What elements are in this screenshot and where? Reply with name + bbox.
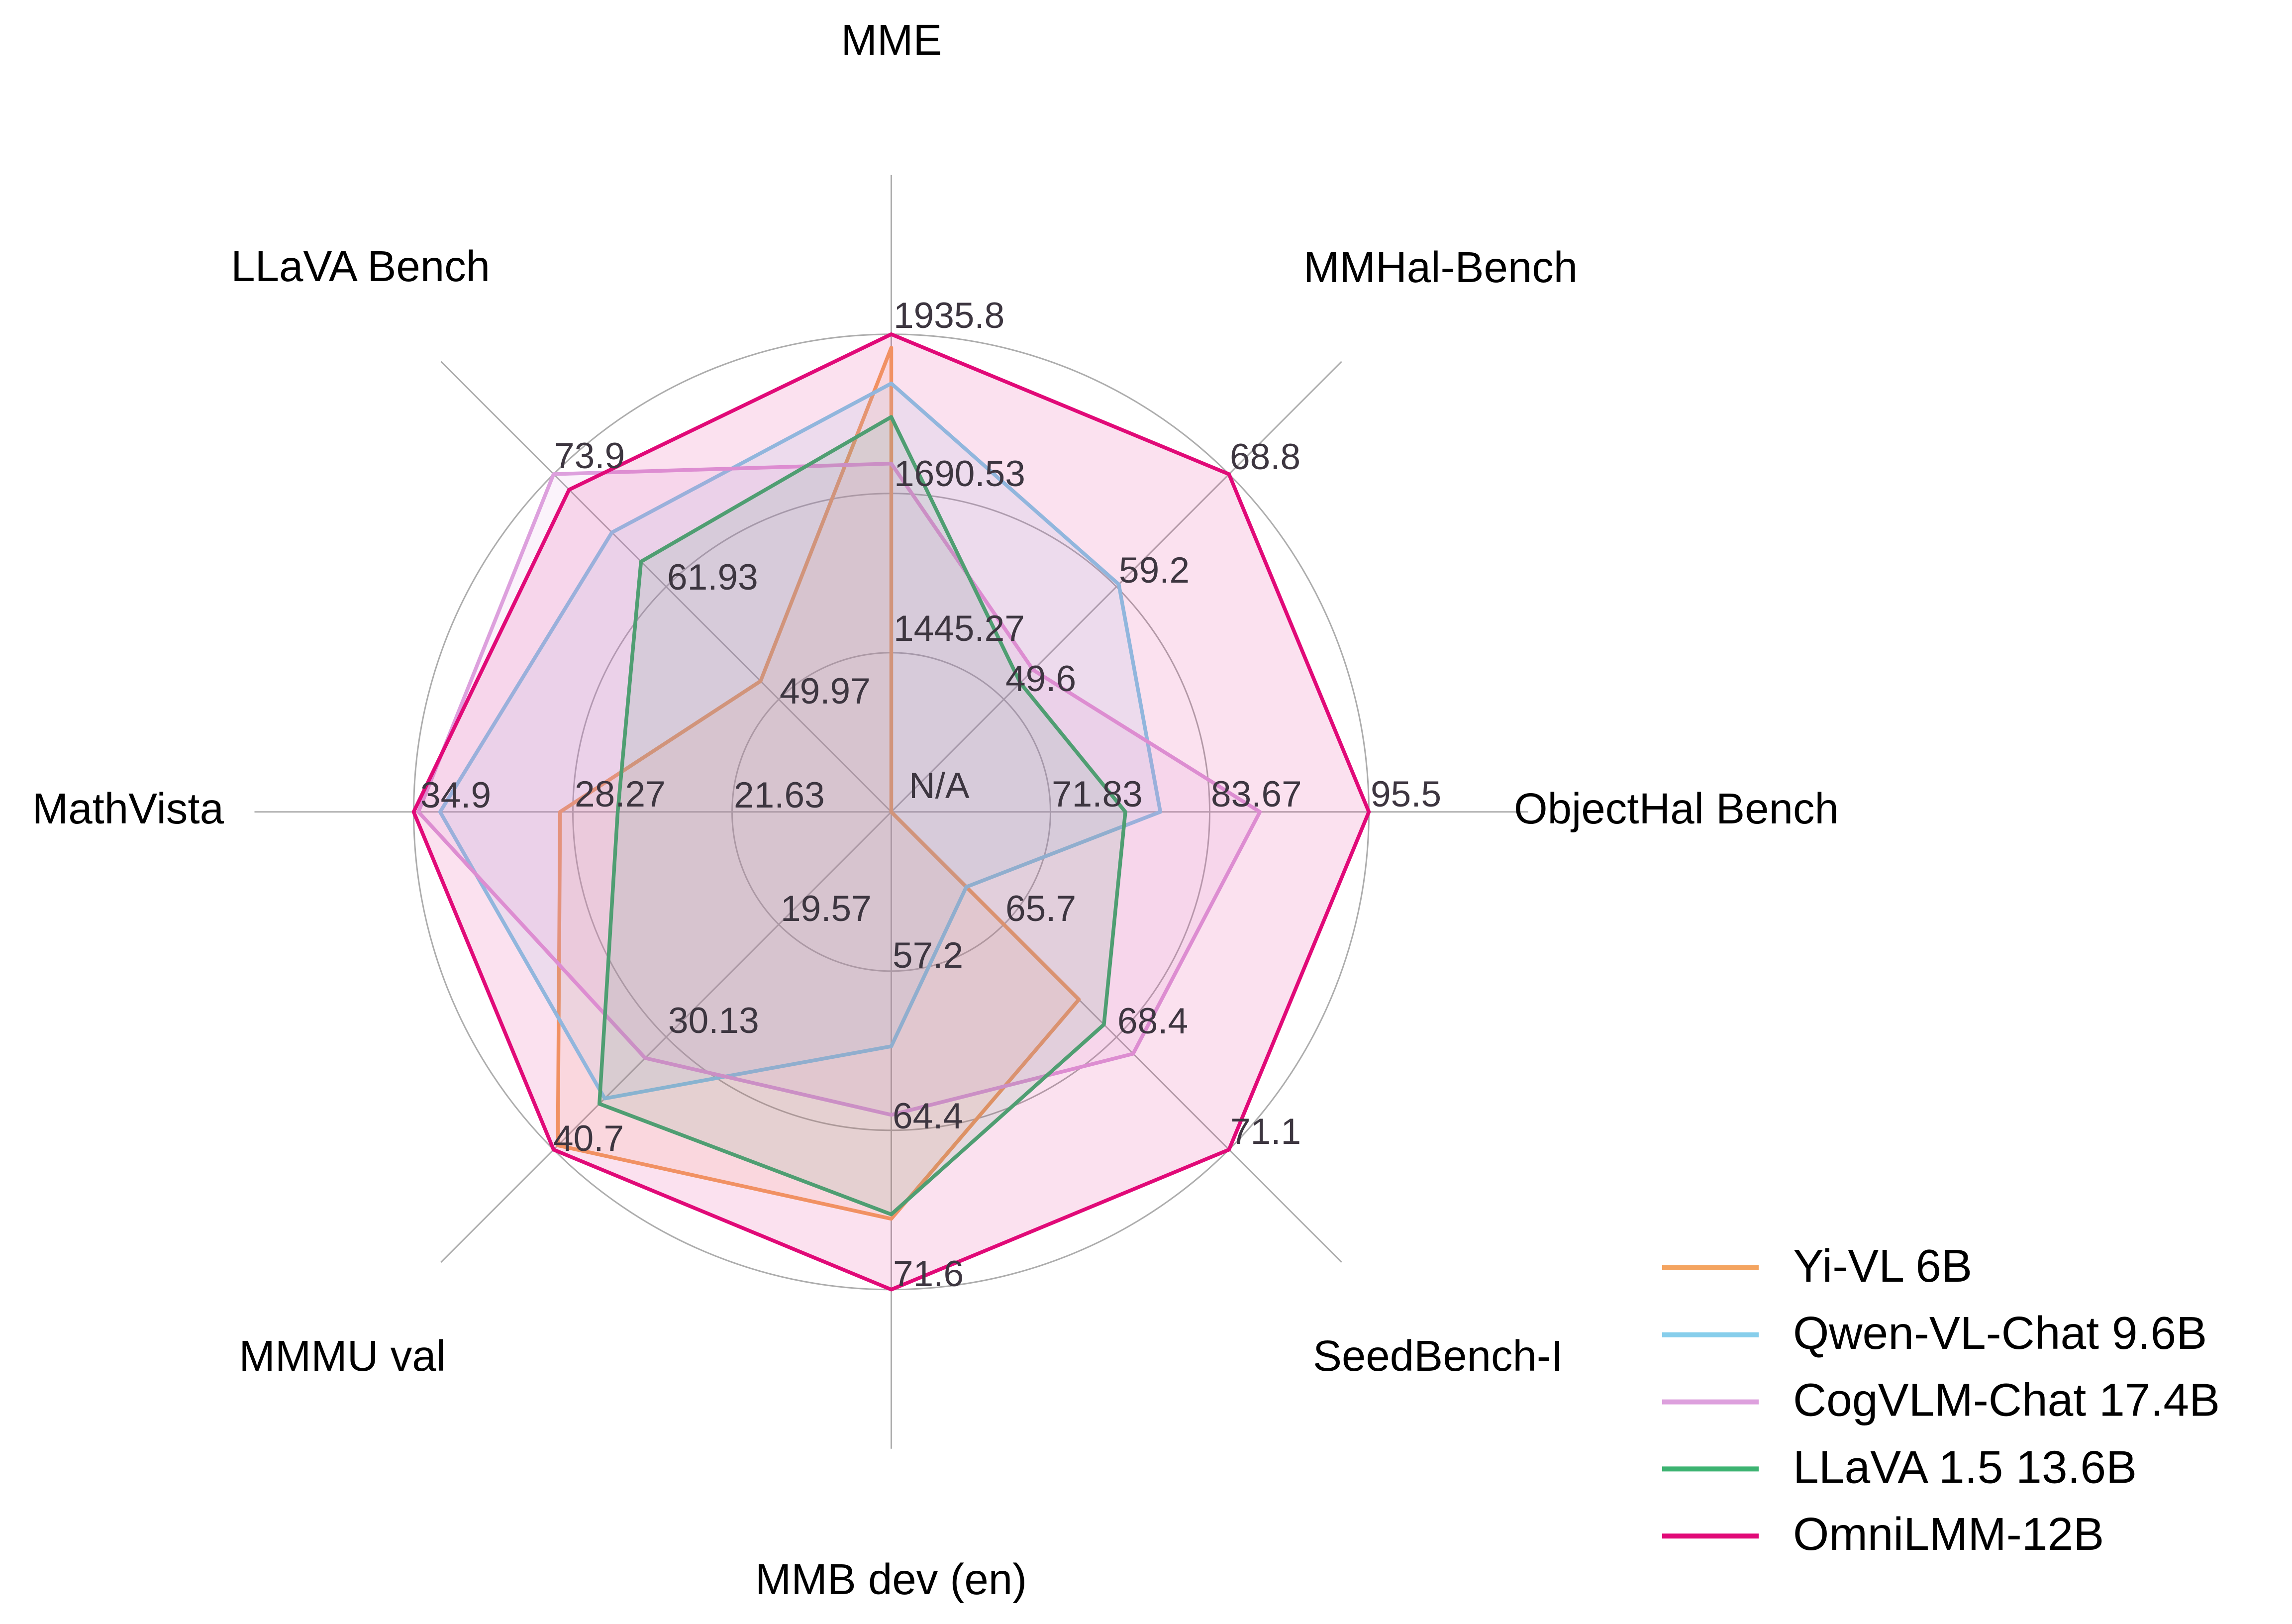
svg-text:71.6: 71.6 — [893, 1254, 964, 1294]
svg-text:40.7: 40.7 — [553, 1118, 624, 1159]
svg-text:MMB dev (en): MMB dev (en) — [755, 1555, 1027, 1604]
svg-text:N/A: N/A — [909, 766, 970, 806]
svg-text:59.2: 59.2 — [1119, 550, 1190, 591]
svg-text:MMHal-Bench: MMHal-Bench — [1303, 243, 1578, 292]
svg-text:1690.53: 1690.53 — [894, 454, 1025, 494]
svg-text:28.27: 28.27 — [575, 774, 666, 814]
svg-text:MathVista: MathVista — [32, 785, 224, 833]
svg-text:OmniLMM-12B: OmniLMM-12B — [1793, 1508, 2104, 1560]
svg-text:61.93: 61.93 — [667, 557, 758, 598]
svg-text:65.7: 65.7 — [1005, 889, 1076, 929]
svg-text:71.83: 71.83 — [1052, 774, 1143, 814]
svg-text:LLaVA Bench: LLaVA Bench — [231, 242, 490, 291]
svg-text:30.13: 30.13 — [668, 1001, 759, 1041]
svg-text:71.1: 71.1 — [1230, 1112, 1301, 1152]
svg-text:68.8: 68.8 — [1230, 437, 1300, 477]
svg-text:95.5: 95.5 — [1371, 774, 1441, 814]
svg-text:MMMU val: MMMU val — [239, 1332, 446, 1380]
svg-text:MME: MME — [841, 16, 942, 64]
svg-text:1935.8: 1935.8 — [894, 296, 1004, 336]
svg-text:SeedBench-I: SeedBench-I — [1313, 1332, 1563, 1380]
svg-text:1445.27: 1445.27 — [894, 609, 1025, 649]
svg-text:21.63: 21.63 — [734, 775, 825, 815]
svg-text:19.57: 19.57 — [781, 889, 872, 929]
svg-text:83.67: 83.67 — [1211, 774, 1302, 814]
svg-text:Qwen-VL-Chat 9.6B: Qwen-VL-Chat 9.6B — [1793, 1307, 2207, 1359]
svg-text:73.9: 73.9 — [554, 436, 625, 476]
svg-text:49.6: 49.6 — [1005, 659, 1076, 699]
svg-text:68.4: 68.4 — [1117, 1001, 1188, 1041]
svg-text:LLaVA 1.5 13.6B: LLaVA 1.5 13.6B — [1793, 1441, 2137, 1493]
svg-text:ObjectHal Bench: ObjectHal Bench — [1514, 785, 1839, 833]
svg-text:64.4: 64.4 — [893, 1096, 963, 1136]
svg-text:49.97: 49.97 — [780, 671, 871, 711]
svg-text:57.2: 57.2 — [893, 935, 963, 976]
svg-text:CogVLM-Chat 17.4B: CogVLM-Chat 17.4B — [1793, 1374, 2220, 1426]
svg-text:34.9: 34.9 — [420, 775, 491, 815]
svg-text:Yi-VL 6B: Yi-VL 6B — [1793, 1240, 1972, 1292]
